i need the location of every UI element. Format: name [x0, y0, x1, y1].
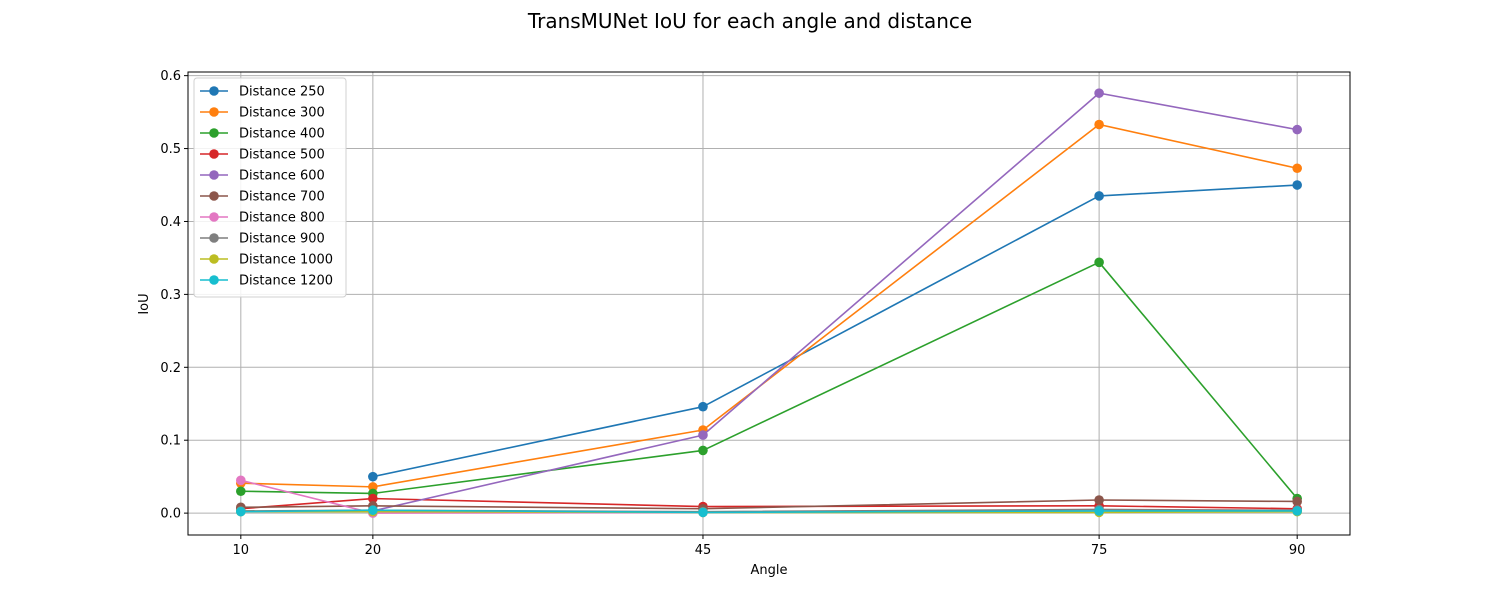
legend-box [193, 77, 347, 298]
data-point [1292, 496, 1302, 507]
data-point [698, 401, 708, 412]
legend-label: Distance 900 [239, 232, 325, 247]
y-tick-label: 0.2 [160, 361, 181, 376]
series-line [240, 261, 1298, 500]
legend-marker [209, 212, 219, 222]
legend-item: Distance 1200 [200, 274, 333, 289]
data-point [236, 475, 246, 486]
legend-item: Distance 900 [200, 232, 325, 247]
legend-label: Distance 800 [239, 211, 325, 226]
data-point [1292, 163, 1302, 174]
y-tick-label: 0.1 [160, 434, 181, 449]
data-point [1094, 506, 1104, 516]
x-tick-label: 90 [1289, 543, 1306, 558]
data-point [368, 493, 378, 504]
axis-ticks: 10 20 45 75 90 0.0 0.1 0.2 0.3 0.4 0.5 0.6 [160, 69, 1305, 558]
legend-item: Distance 1000 [200, 253, 333, 268]
legend-marker [209, 128, 219, 138]
series-line [240, 479, 1298, 514]
data-point [236, 486, 246, 497]
data-point [1094, 88, 1104, 98]
y-tick-label: 0.6 [160, 69, 181, 84]
legend-label: Distance 400 [239, 127, 325, 142]
legend: Distance 250 Distance 300 Distance 400 Dist… [193, 77, 347, 298]
series-group [236, 88, 1302, 518]
data-point [1094, 191, 1104, 201]
legend-marker [209, 107, 219, 117]
data-point [1292, 124, 1302, 135]
legend-label: Distance 1200 [239, 274, 333, 289]
legend-label: Distance 700 [239, 190, 325, 205]
data-point [1094, 495, 1104, 505]
data-point [698, 430, 708, 440]
y-tick-label: 0.0 [160, 507, 181, 522]
data-point [1094, 119, 1104, 130]
chart-title: TransMUNet IoU for each angle and distan… [527, 9, 972, 33]
data-point [698, 445, 708, 456]
legend-marker [209, 170, 219, 180]
x-axis-label: Angle [751, 563, 788, 578]
legend-label: Distance 600 [239, 169, 325, 184]
data-point [368, 471, 378, 482]
legend-marker [209, 191, 219, 201]
series-distance-250 [368, 180, 1302, 482]
legend-item: Distance 600 [200, 169, 325, 184]
legend-marker [209, 86, 219, 96]
legend-item: Distance 300 [200, 106, 325, 121]
y-tick-label: 0.5 [160, 142, 181, 157]
data-point [368, 505, 378, 516]
data-point [1292, 506, 1302, 516]
legend-marker [209, 149, 219, 159]
data-point [236, 506, 246, 517]
y-tick-label: 0.4 [160, 215, 181, 230]
legend-item: Distance 800 [200, 211, 325, 226]
series-distance-600 [368, 88, 1302, 516]
data-point [698, 507, 708, 518]
x-tick-label: 20 [365, 543, 382, 558]
series-line [372, 92, 1298, 512]
legend-item: Distance 250 [200, 85, 325, 100]
x-tick-label: 75 [1091, 543, 1108, 558]
legend-label: Distance 1000 [239, 253, 333, 268]
legend-item: Distance 500 [200, 148, 325, 163]
y-axis-label: IoU [137, 293, 152, 314]
legend-marker [209, 233, 219, 243]
x-tick-label: 10 [233, 543, 250, 558]
legend-item: Distance 400 [200, 127, 325, 142]
legend-marker [209, 254, 219, 264]
legend-label: Distance 500 [239, 148, 325, 163]
legend-label: Distance 300 [239, 106, 325, 121]
series-line [240, 123, 1298, 488]
data-point [1292, 180, 1302, 190]
data-point [368, 482, 378, 492]
legend-marker [209, 275, 219, 285]
series-distance-300 [236, 119, 1302, 492]
plot-area-frame [187, 71, 1351, 536]
legend-label: Distance 250 [239, 85, 325, 100]
legend-item: Distance 700 [200, 190, 325, 205]
series-distance-1200 [236, 505, 1302, 518]
x-tick-label: 45 [695, 543, 712, 558]
y-tick-label: 0.3 [160, 288, 181, 303]
data-point [1094, 257, 1104, 268]
series-line [372, 184, 1298, 478]
